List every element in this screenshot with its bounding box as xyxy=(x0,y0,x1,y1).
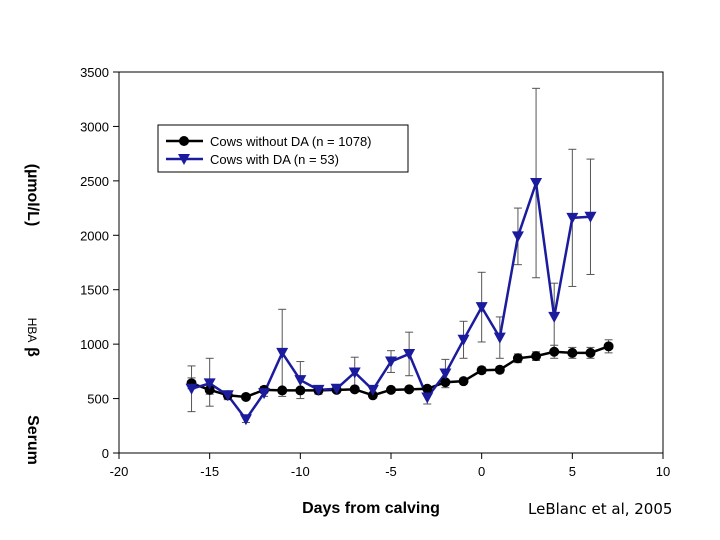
legend-label: Cows with DA (n = 53) xyxy=(210,152,339,167)
data-point xyxy=(458,376,469,387)
data-point xyxy=(584,211,597,223)
y-axis-title: Serum β HBA (µmol/L) xyxy=(24,164,41,465)
data-point xyxy=(185,383,198,395)
data-point xyxy=(422,383,433,394)
axes: 0 500 1000 1500 2000 2500 3000 3500 -20 -15 -10 -5 0… xyxy=(80,65,670,517)
y-axis-title-part: (µmol/L) xyxy=(24,164,41,227)
data-point xyxy=(439,368,452,380)
legend-marker xyxy=(179,136,189,146)
data-point xyxy=(258,388,271,400)
data-point xyxy=(512,353,523,364)
data-point xyxy=(277,385,288,396)
data-point xyxy=(476,365,487,376)
data-point xyxy=(386,384,396,395)
data-point xyxy=(276,347,289,359)
data-point xyxy=(511,231,524,243)
data-point xyxy=(585,347,596,358)
data-point xyxy=(239,414,252,426)
legend-box xyxy=(157,124,409,173)
series-line xyxy=(191,345,610,399)
data-point xyxy=(330,383,343,395)
data-point xyxy=(603,341,614,352)
data-point xyxy=(221,390,234,402)
data-point xyxy=(493,332,506,344)
citation: LeBlanc et al, 2005 xyxy=(528,500,673,518)
series-line xyxy=(191,182,591,422)
data-point xyxy=(295,385,306,396)
series-markers xyxy=(185,178,614,426)
data-point xyxy=(203,378,216,390)
x-tick-label: -20 xyxy=(110,464,129,479)
y-tick-label: 1500 xyxy=(80,283,109,298)
data-point xyxy=(531,351,542,362)
data-point xyxy=(457,334,470,346)
x-tick-label: -15 xyxy=(200,464,219,479)
x-tick-label: -5 xyxy=(385,464,397,479)
series-lines xyxy=(191,182,610,422)
legend-marker xyxy=(178,154,190,165)
x-tick-label: 5 xyxy=(569,464,576,479)
data-point xyxy=(404,384,415,395)
data-point xyxy=(567,347,578,358)
y-tick-label: 3500 xyxy=(80,65,109,80)
y-tick-label: 2500 xyxy=(80,174,109,189)
legend-label: Cows without DA (n = 1078) xyxy=(210,134,372,149)
data-point xyxy=(366,384,379,396)
y-tick-label: 1000 xyxy=(80,337,109,352)
data-point xyxy=(403,348,416,360)
y-axis-title-part: β xyxy=(24,347,41,357)
y-tick-label: 2000 xyxy=(80,228,109,243)
data-point xyxy=(312,384,325,396)
legend: Cows without DA (n = 1078) Cows with DA (… xyxy=(157,124,409,173)
x-tick-label: -10 xyxy=(291,464,310,479)
data-point xyxy=(385,356,397,368)
data-point xyxy=(421,392,434,404)
data-point xyxy=(349,384,360,395)
data-point xyxy=(348,367,361,379)
data-point xyxy=(240,391,251,402)
data-point xyxy=(204,384,215,395)
data-point xyxy=(548,311,561,323)
y-tick-label: 500 xyxy=(87,392,109,407)
x-axis-title: Days from calving xyxy=(302,500,440,517)
data-point xyxy=(530,178,543,190)
data-point xyxy=(566,212,579,224)
data-point xyxy=(475,302,488,314)
data-point xyxy=(549,346,560,357)
data-point xyxy=(494,364,505,375)
y-tick-label: 3000 xyxy=(80,119,109,134)
y-axis-title-part: HBA xyxy=(25,318,39,343)
y-tick-label: 0 xyxy=(102,446,109,461)
data-point xyxy=(440,377,451,388)
data-point xyxy=(294,375,307,387)
x-tick-label: 0 xyxy=(478,464,485,479)
y-axis-title-part: Serum xyxy=(24,415,41,465)
x-tick-label: 10 xyxy=(656,464,670,479)
